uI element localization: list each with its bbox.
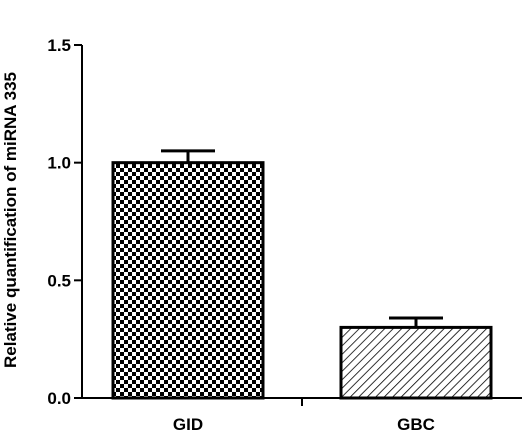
y-tick-label: 0.5 (47, 271, 71, 290)
y-ticks: 0.0 0.5 1.0 1.5 (47, 36, 82, 408)
y-tick-label: 1.0 (47, 154, 71, 173)
y-axis-title: Relative quantification of miRNA 335 (1, 72, 20, 368)
bar-gbc (339, 325, 493, 400)
bars (111, 161, 493, 400)
error-bars (161, 149, 443, 328)
x-ticks: GID GBC (173, 398, 435, 434)
bar-gid (111, 161, 265, 400)
y-tick-label: 0.0 (47, 389, 71, 408)
x-tick-label: GBC (397, 415, 435, 434)
y-tick-label: 1.5 (47, 36, 71, 55)
x-tick-label: GID (173, 415, 203, 434)
